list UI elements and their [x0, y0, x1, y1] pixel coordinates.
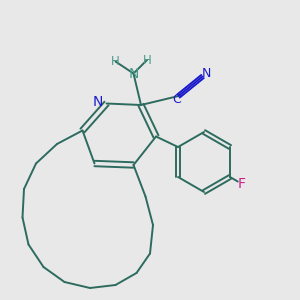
Text: H: H: [142, 53, 152, 67]
Text: N: N: [93, 95, 103, 109]
Text: N: N: [201, 67, 211, 80]
Text: C: C: [172, 93, 182, 106]
Text: N: N: [128, 67, 139, 80]
Text: F: F: [238, 177, 246, 191]
Text: H: H: [111, 55, 120, 68]
